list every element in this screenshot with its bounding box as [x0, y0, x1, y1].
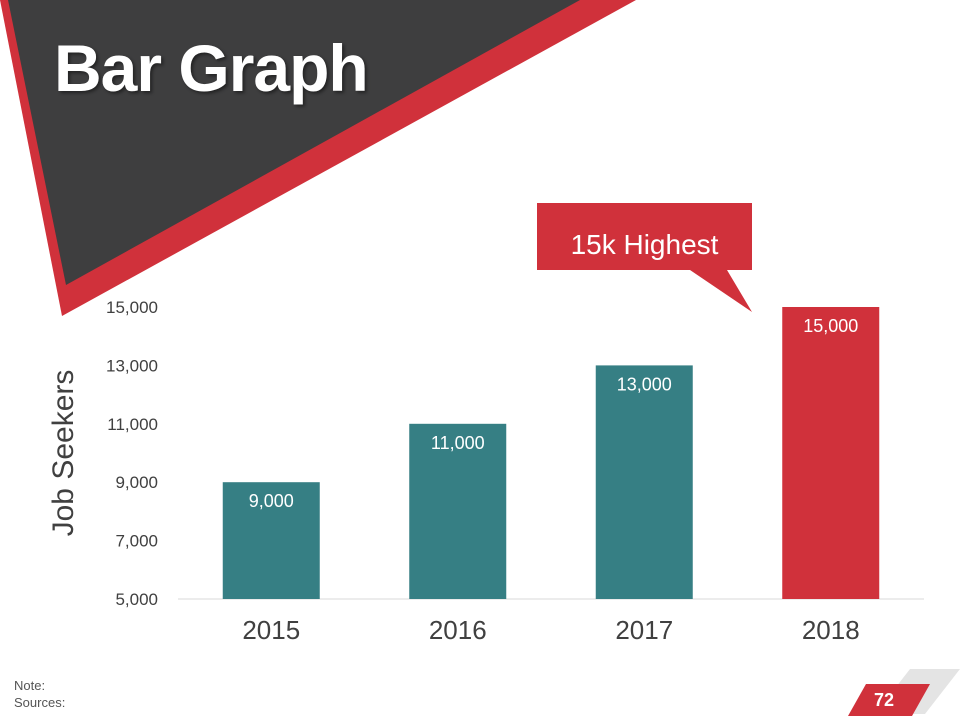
page-title: Bar Graph: [54, 31, 369, 105]
sources-label: Sources:: [14, 695, 66, 710]
x-tick-label: 2018: [802, 615, 860, 645]
bar-value-label: 11,000: [431, 433, 485, 453]
y-tick-label: 5,000: [115, 590, 158, 609]
x-tick-label: 2016: [429, 615, 487, 645]
bar-2015: [222, 482, 320, 599]
bar-2017: [595, 365, 693, 599]
bar-2018: [782, 307, 880, 599]
page-number-badge: [848, 684, 930, 716]
y-tick-label: 11,000: [107, 415, 158, 434]
y-tick-label: 13,000: [106, 356, 158, 375]
callout-text: 15k Highest: [570, 229, 719, 260]
header-dark-triangle: [8, 0, 580, 285]
x-tick-label: 2015: [242, 615, 300, 645]
y-tick-label: 9,000: [115, 473, 158, 492]
y-tick-label: 15,000: [106, 298, 158, 317]
note-label: Note:: [14, 678, 46, 693]
x-tick-label: 2017: [615, 615, 673, 645]
y-tick-label: 7,000: [115, 532, 158, 551]
page-number: 72: [873, 690, 895, 710]
bar-value-label: 9,000: [249, 491, 294, 511]
footnotes: Note: Sources:: [14, 677, 65, 711]
bar-value-label: 13,000: [617, 374, 672, 394]
y-axis-label: Job Seekers: [47, 369, 80, 537]
bar-value-label: 15,000: [803, 316, 858, 336]
bar-2016: [409, 423, 507, 599]
callout-box: [537, 203, 752, 312]
